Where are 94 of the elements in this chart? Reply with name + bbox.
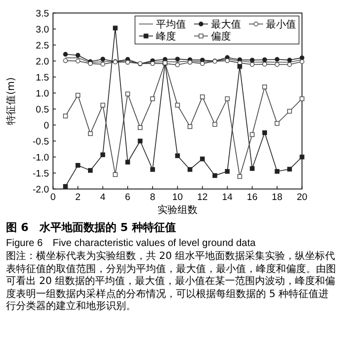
point [112,26,118,30]
y-tick-label: -0.5 [32,136,49,148]
point [100,62,106,67]
point [125,160,130,164]
point [100,102,106,108]
x-tick-label: 8 [150,192,156,203]
legend-label: 最大值 [211,18,241,31]
x-tick-label: 2 [75,192,81,203]
legend-label: 偏度 [211,30,231,43]
x-tick-label: 14 [222,192,233,203]
y-tick-label: 1.0 [36,88,49,100]
point [300,154,304,160]
point [224,58,230,64]
point [287,108,292,114]
y-tick-label: 3.5 [36,8,49,20]
point [88,131,93,136]
point [125,60,130,65]
y-axis-title: 特征值(m) [5,77,17,125]
point [262,130,267,136]
x-tick-label: 6 [125,192,130,203]
point [112,172,118,177]
point [175,62,180,68]
point [175,56,180,62]
point [224,169,230,174]
point [175,102,180,108]
point [88,168,93,173]
x-tick-label: 18 [272,192,282,203]
text: Figure 6 Five characteristic values of level ground data [6,237,256,250]
point [250,132,255,137]
point [63,52,68,57]
point [250,62,255,67]
point [188,124,192,129]
point [262,84,267,90]
point [250,166,255,171]
point [150,61,155,66]
point [63,114,68,118]
y-tick-label: 3.0 [36,24,49,36]
x-tick-label: 4 [100,192,106,203]
point [287,58,292,62]
point [150,96,155,102]
point [188,60,192,65]
point [274,62,280,67]
x-tick-label: 12 [197,192,208,203]
point [76,52,80,58]
point [63,184,68,189]
y-tick-label: 2.0 [36,56,49,68]
point [224,96,230,102]
point [274,57,280,62]
legend-label: 平均值 [156,18,186,31]
y-tick-label: -1.5 [32,168,49,180]
x-axis-title: 实验组数 [158,204,198,216]
point [200,61,205,66]
point [200,94,205,100]
point [200,156,205,162]
y-tick-label: 0.5 [36,104,49,116]
text: 图 6 水平地面数据的 5 种特征值 [6,220,176,235]
point [212,173,218,178]
point [300,59,304,64]
legend-label: 最小值 [266,18,296,31]
text: 图注：横坐标代表为实验组数，共 20 组水平地面数据采集实验，纵坐标代表特征值的取值范围，分别为平均值，最大值，最小值，峰度和偏度。由图可看出 20 组数据的平均值，最大值，最小值在某一范围内波动，峰度和偏度表明一组数据内采样点的分布情况，可以根据每组数据的 5 种特征值进行分类器的建立和地形识别。 [6,251,336,314]
point [76,92,80,98]
point [262,62,267,67]
x-tick-label: 10 [172,192,183,203]
point [63,58,68,64]
y-tick-label: 2.5 [36,40,49,52]
point [287,166,292,172]
point [100,152,106,158]
x-tick-label: 16 [246,192,258,203]
point [237,64,242,69]
y-tick-label: 0 [44,120,49,132]
point [188,167,192,172]
y-tick-label: -1.0 [32,152,49,164]
point [300,55,304,60]
point [237,174,242,179]
y-tick-label: -2.0 [32,184,49,196]
point [287,62,292,67]
x-tick-label: 0 [50,192,56,203]
legend-label: 峰度 [156,30,176,43]
point [100,56,106,62]
point [175,153,180,158]
point [262,57,267,62]
point [300,96,304,102]
point [125,92,130,96]
point [212,122,218,127]
point [150,167,155,172]
x-tick-label: 20 [296,192,308,203]
point [76,162,80,168]
point [274,121,280,126]
point [274,169,280,174]
point [138,125,142,130]
y-tick-label: 1.5 [36,72,49,84]
point [76,58,80,64]
point [138,138,142,144]
point [250,58,255,62]
